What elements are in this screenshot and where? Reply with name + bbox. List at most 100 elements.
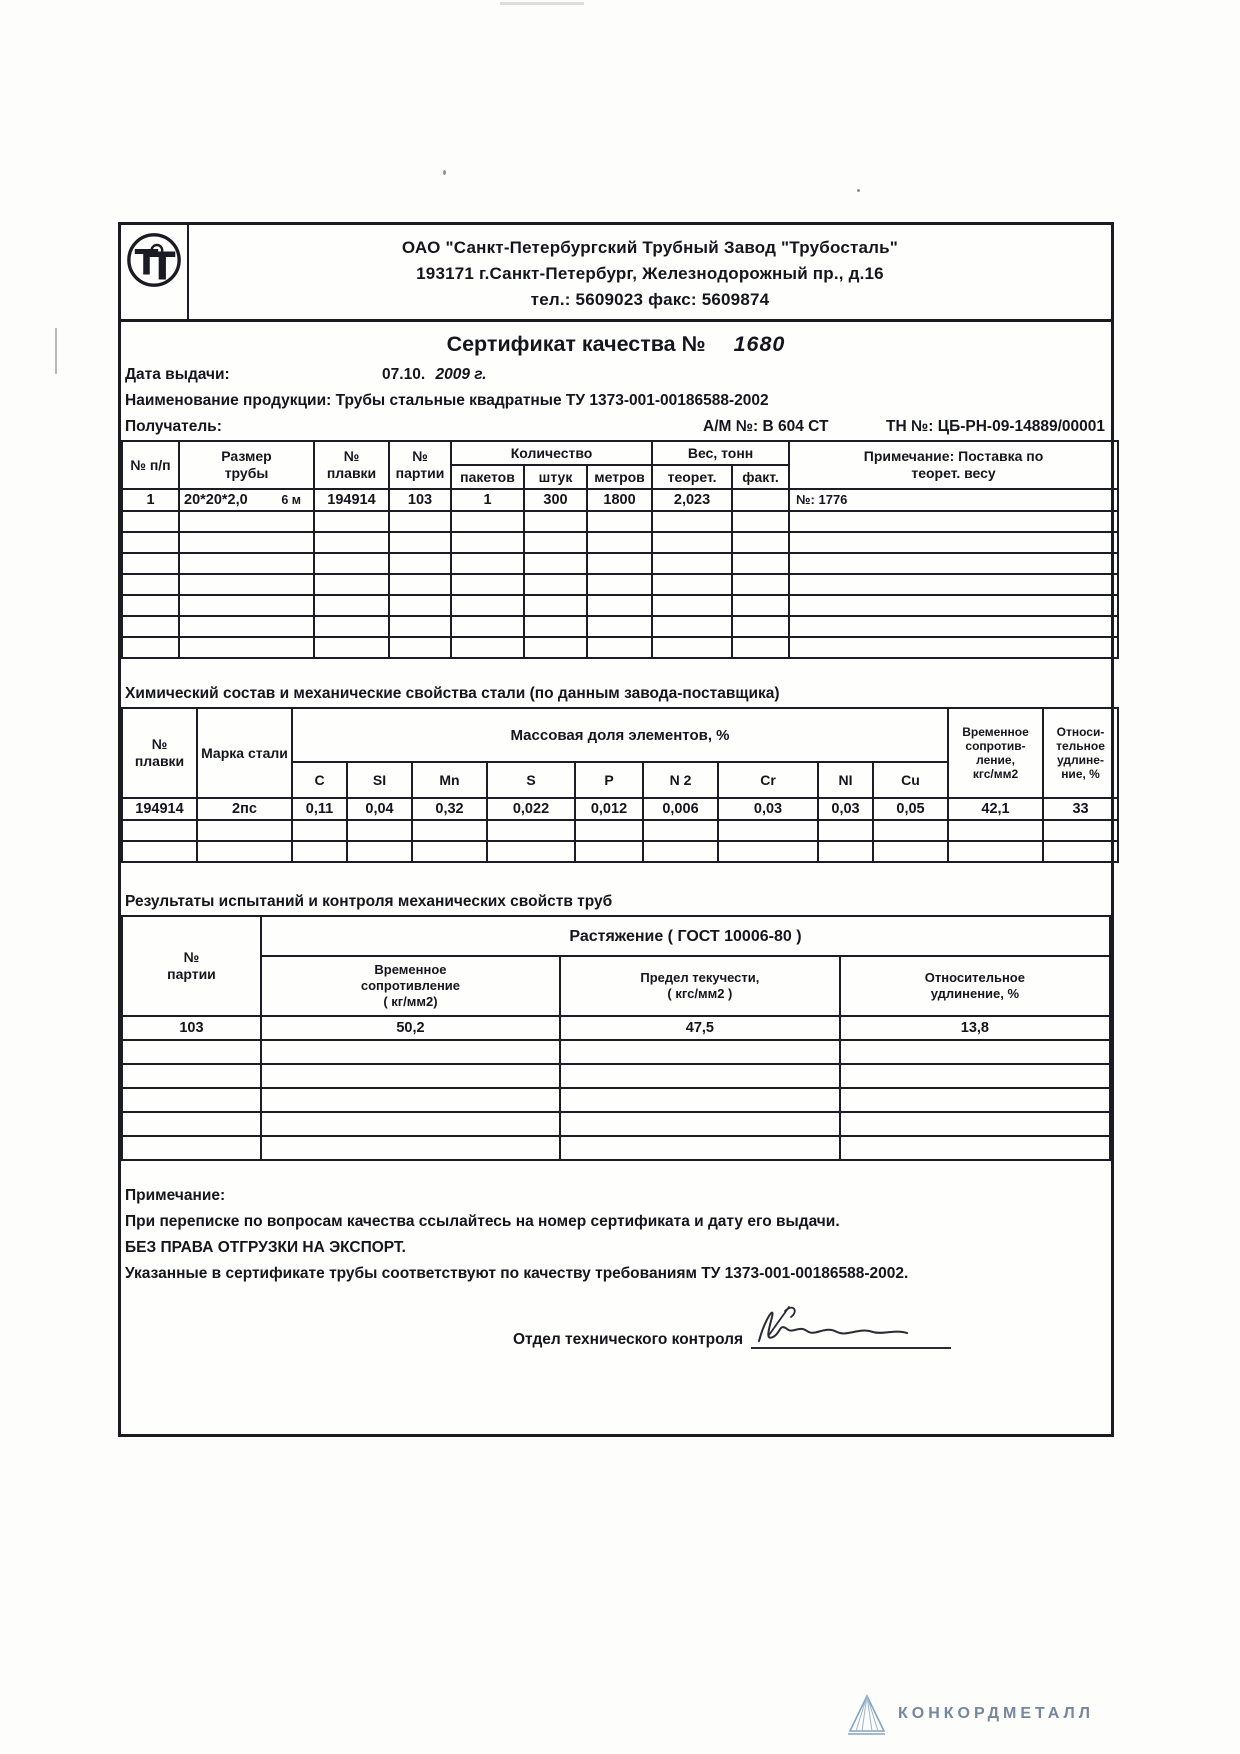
receiver-line: Получатель: А/М №: В 604 СТ ТН №: ЦБ-РН-… [121, 414, 1111, 440]
empty-row [121, 840, 1120, 863]
cell-elongation: 13,8 [838, 1015, 1112, 1041]
col-header-fact: факт. [731, 464, 791, 490]
trubostal-logo-icon: Т Т [127, 233, 181, 289]
cell-Mn: 0,32 [411, 797, 488, 821]
cell-strength: 42,1 [947, 797, 1045, 821]
notes-line-2: БЕЗ ПРАВА ОТГРУЗКИ НА ЭКСПОРТ. [125, 1239, 406, 1256]
chemistry-table: № плавки Марка стали Массовая доля элеме… [121, 707, 1120, 863]
element-P: P [574, 761, 644, 799]
company-logo-cell: Т Т [121, 225, 189, 319]
empty-row [121, 1039, 1112, 1065]
product-line: Наименование продукции: Трубы стальные к… [125, 392, 769, 409]
col-header-no: № п/п [121, 440, 180, 490]
pipe-length: 6 м [281, 493, 301, 507]
element-C: C [291, 761, 348, 799]
element-S: S [486, 761, 576, 799]
signature-row: Отдел технического контроля [121, 1306, 1111, 1363]
pipe-size: 20*20*2,0 [184, 492, 248, 508]
cell-elongation: 33 [1042, 797, 1120, 821]
col-header-batch: № партии [121, 915, 262, 1017]
cell-batch: 103 [121, 1015, 262, 1041]
company-name: ОАО "Санкт-Петербургский Трубный Завод "… [401, 238, 899, 257]
issue-date-label: Дата выдачи: [125, 366, 230, 383]
cell-packs: 1 [450, 488, 525, 512]
cell-theor: 2,023 [651, 488, 734, 512]
col-header-yield-strength: Предел текучести, ( кгс/мм2 ) [559, 955, 841, 1017]
empty-row [121, 1111, 1112, 1137]
cell-Ni: 0,03 [817, 797, 874, 821]
cell-strength: 50,2 [259, 1015, 562, 1041]
cell-size: 20*20*2,0 6 м [178, 488, 315, 512]
col-header-packs: пакетов [450, 464, 525, 490]
issue-date-line: Дата выдачи: 07.10. 2009 г. [121, 362, 1111, 388]
col-header-meters: метров [585, 464, 654, 490]
element-Cr: Cr [717, 761, 819, 799]
cell-meters: 1800 [585, 488, 654, 512]
col-header-steel-grade: Марка стали [196, 707, 293, 799]
empty-row [121, 615, 1120, 638]
cell-note: №: 1776 [788, 488, 1120, 512]
col-header-tensile-strength: Временное сопротивление ( кг/мм2) [259, 955, 562, 1017]
cell-melt: 194914 [121, 797, 198, 821]
qc-department-label: Отдел технического контроля [513, 1331, 744, 1348]
cell-no: 1 [121, 488, 180, 512]
cell-grade: 2пс [196, 797, 293, 821]
notes-line-1: При переписке по вопросам качества ссыла… [125, 1213, 840, 1230]
konkordmetall-logo-icon [848, 1694, 886, 1735]
scan-artifact [55, 328, 57, 374]
col-header-tensile-strength: Временное сопротив- ление, кгс/мм2 [947, 707, 1045, 799]
cell-N2: 0,006 [642, 797, 719, 821]
letterhead: Т Т ОАО "Санкт-Петербургский Трубный Зав… [121, 225, 1111, 322]
col-header-tension-group: Растяжение ( ГОСТ 10006-80 ) [259, 915, 1112, 957]
col-header-quantity: Количество [449, 440, 654, 466]
element-N2: N 2 [642, 761, 719, 799]
cell-Cr: 0,03 [717, 797, 819, 821]
tn-number: ТН №: ЦБ-РН-09-14889/00001 [886, 418, 1105, 435]
certificate-title: Сертификат качества № [446, 332, 706, 356]
element-Mn: Mn [411, 761, 488, 799]
col-header-theor: теорет. [651, 464, 734, 490]
chemistry-data-row: 194914 2пс 0,11 0,04 0,32 0,022 0,012 0,… [121, 797, 1120, 821]
col-header-melt: № плавки [121, 707, 198, 799]
am-number: А/М №: В 604 СТ [703, 418, 829, 435]
certificate-title-row: Сертификат качества № 1680 [121, 332, 1111, 362]
col-header-batch: № партии [388, 440, 452, 490]
receiver-label: Получатель: [125, 418, 222, 435]
col-header-size: Размер трубы [178, 440, 315, 490]
col-header-elongation: Относи- тельное удлине- ние, % [1042, 707, 1120, 799]
col-header-melt: № плавки [313, 440, 390, 490]
empty-row [121, 636, 1120, 659]
certificate-frame: Т Т ОАО "Санкт-Петербургский Трубный Зав… [118, 222, 1120, 1437]
cell-melt: 194914 [313, 488, 390, 512]
pipes-table: № п/п Размер трубы № плавки № партии Кол… [121, 440, 1120, 659]
cell-pieces: 300 [523, 488, 588, 512]
handwritten-signature-icon [758, 1306, 909, 1342]
issue-date-year: 2009 г. [435, 366, 487, 383]
pipes-data-row: 1 20*20*2,0 6 м 194914 103 1 300 1800 2,… [121, 488, 1120, 512]
watermark-text: КОНКОРДМЕТАЛЛ [898, 1705, 1095, 1722]
cell-S: 0,022 [486, 797, 576, 821]
empty-row [121, 552, 1120, 575]
element-Ni: NI [817, 761, 874, 799]
empty-row [121, 510, 1120, 533]
empty-row [121, 531, 1120, 554]
cell-fact [731, 488, 791, 512]
signature-line [751, 1306, 952, 1349]
cell-C: 0,11 [291, 797, 348, 821]
element-Si: SI [346, 761, 413, 799]
issue-date-value: 07.10. [382, 366, 426, 383]
cell-Si: 0,04 [346, 797, 413, 821]
mechanical-table: № партии Растяжение ( ГОСТ 10006-80 ) Вр… [121, 915, 1112, 1161]
empty-row [121, 1087, 1112, 1113]
cell-Cu: 0,05 [871, 797, 950, 821]
cell-yield: 47,5 [559, 1015, 841, 1041]
mechanical-data-row: 103 50,2 47,5 13,8 [121, 1015, 1112, 1041]
col-header-weight: Вес, тонн [651, 440, 791, 466]
cell-P: 0,012 [574, 797, 644, 821]
certificate-number: 1680 [733, 332, 786, 356]
notes-label: Примечание: [125, 1187, 226, 1204]
empty-row [121, 819, 1120, 842]
empty-row [121, 594, 1120, 617]
empty-row [121, 1063, 1112, 1089]
